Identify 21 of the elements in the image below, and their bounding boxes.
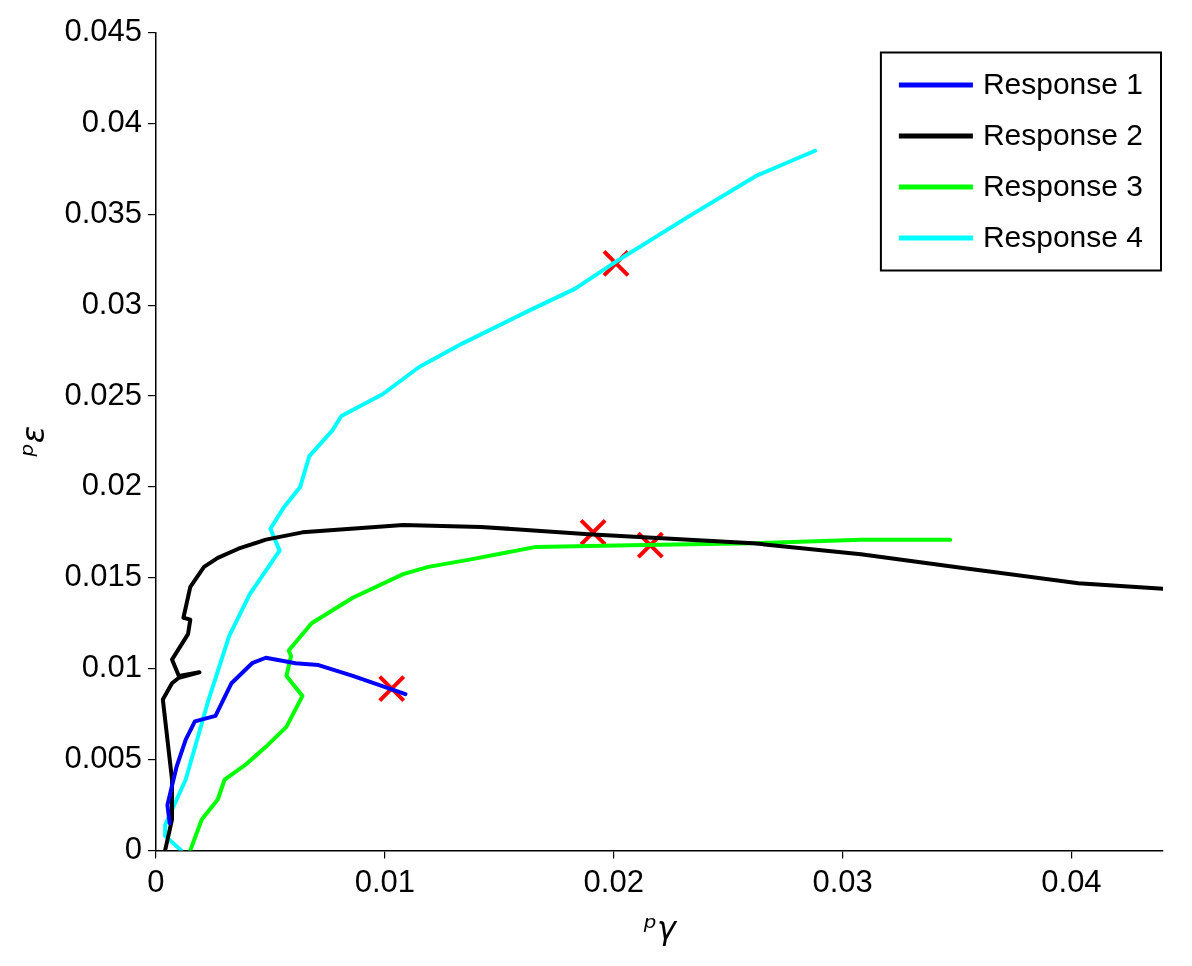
y-tick-label: 0.03 — [81, 285, 142, 321]
x-tick-label: 0.02 — [583, 863, 644, 899]
x-tick-label: 0.01 — [354, 863, 416, 899]
legend-label: Response 4 — [982, 220, 1143, 254]
legend-label: Response 3 — [982, 169, 1143, 203]
y-tick-label: 0.035 — [64, 194, 142, 230]
x-axis-title: ᵖγ — [643, 909, 678, 948]
legend-label: Response 1 — [982, 67, 1143, 101]
y-tick-label: 0.045 — [64, 13, 142, 49]
y-axis-title: ᵖε — [13, 426, 52, 457]
y-tick-label: 0.01 — [81, 649, 142, 685]
y-tick-label: 0.005 — [64, 740, 142, 776]
x-tick-label: 0 — [147, 863, 165, 899]
legend-label: Response 2 — [982, 118, 1143, 152]
y-tick-label: 0.04 — [81, 104, 142, 140]
y-tick-label: 0 — [124, 830, 142, 866]
x-tick-label: 0.04 — [1041, 863, 1102, 899]
x-tick-label: 0.03 — [812, 863, 873, 899]
y-tick-label: 0.015 — [64, 558, 142, 594]
y-tick-label: 0.025 — [64, 376, 142, 412]
y-tick-label: 0.02 — [81, 467, 142, 503]
